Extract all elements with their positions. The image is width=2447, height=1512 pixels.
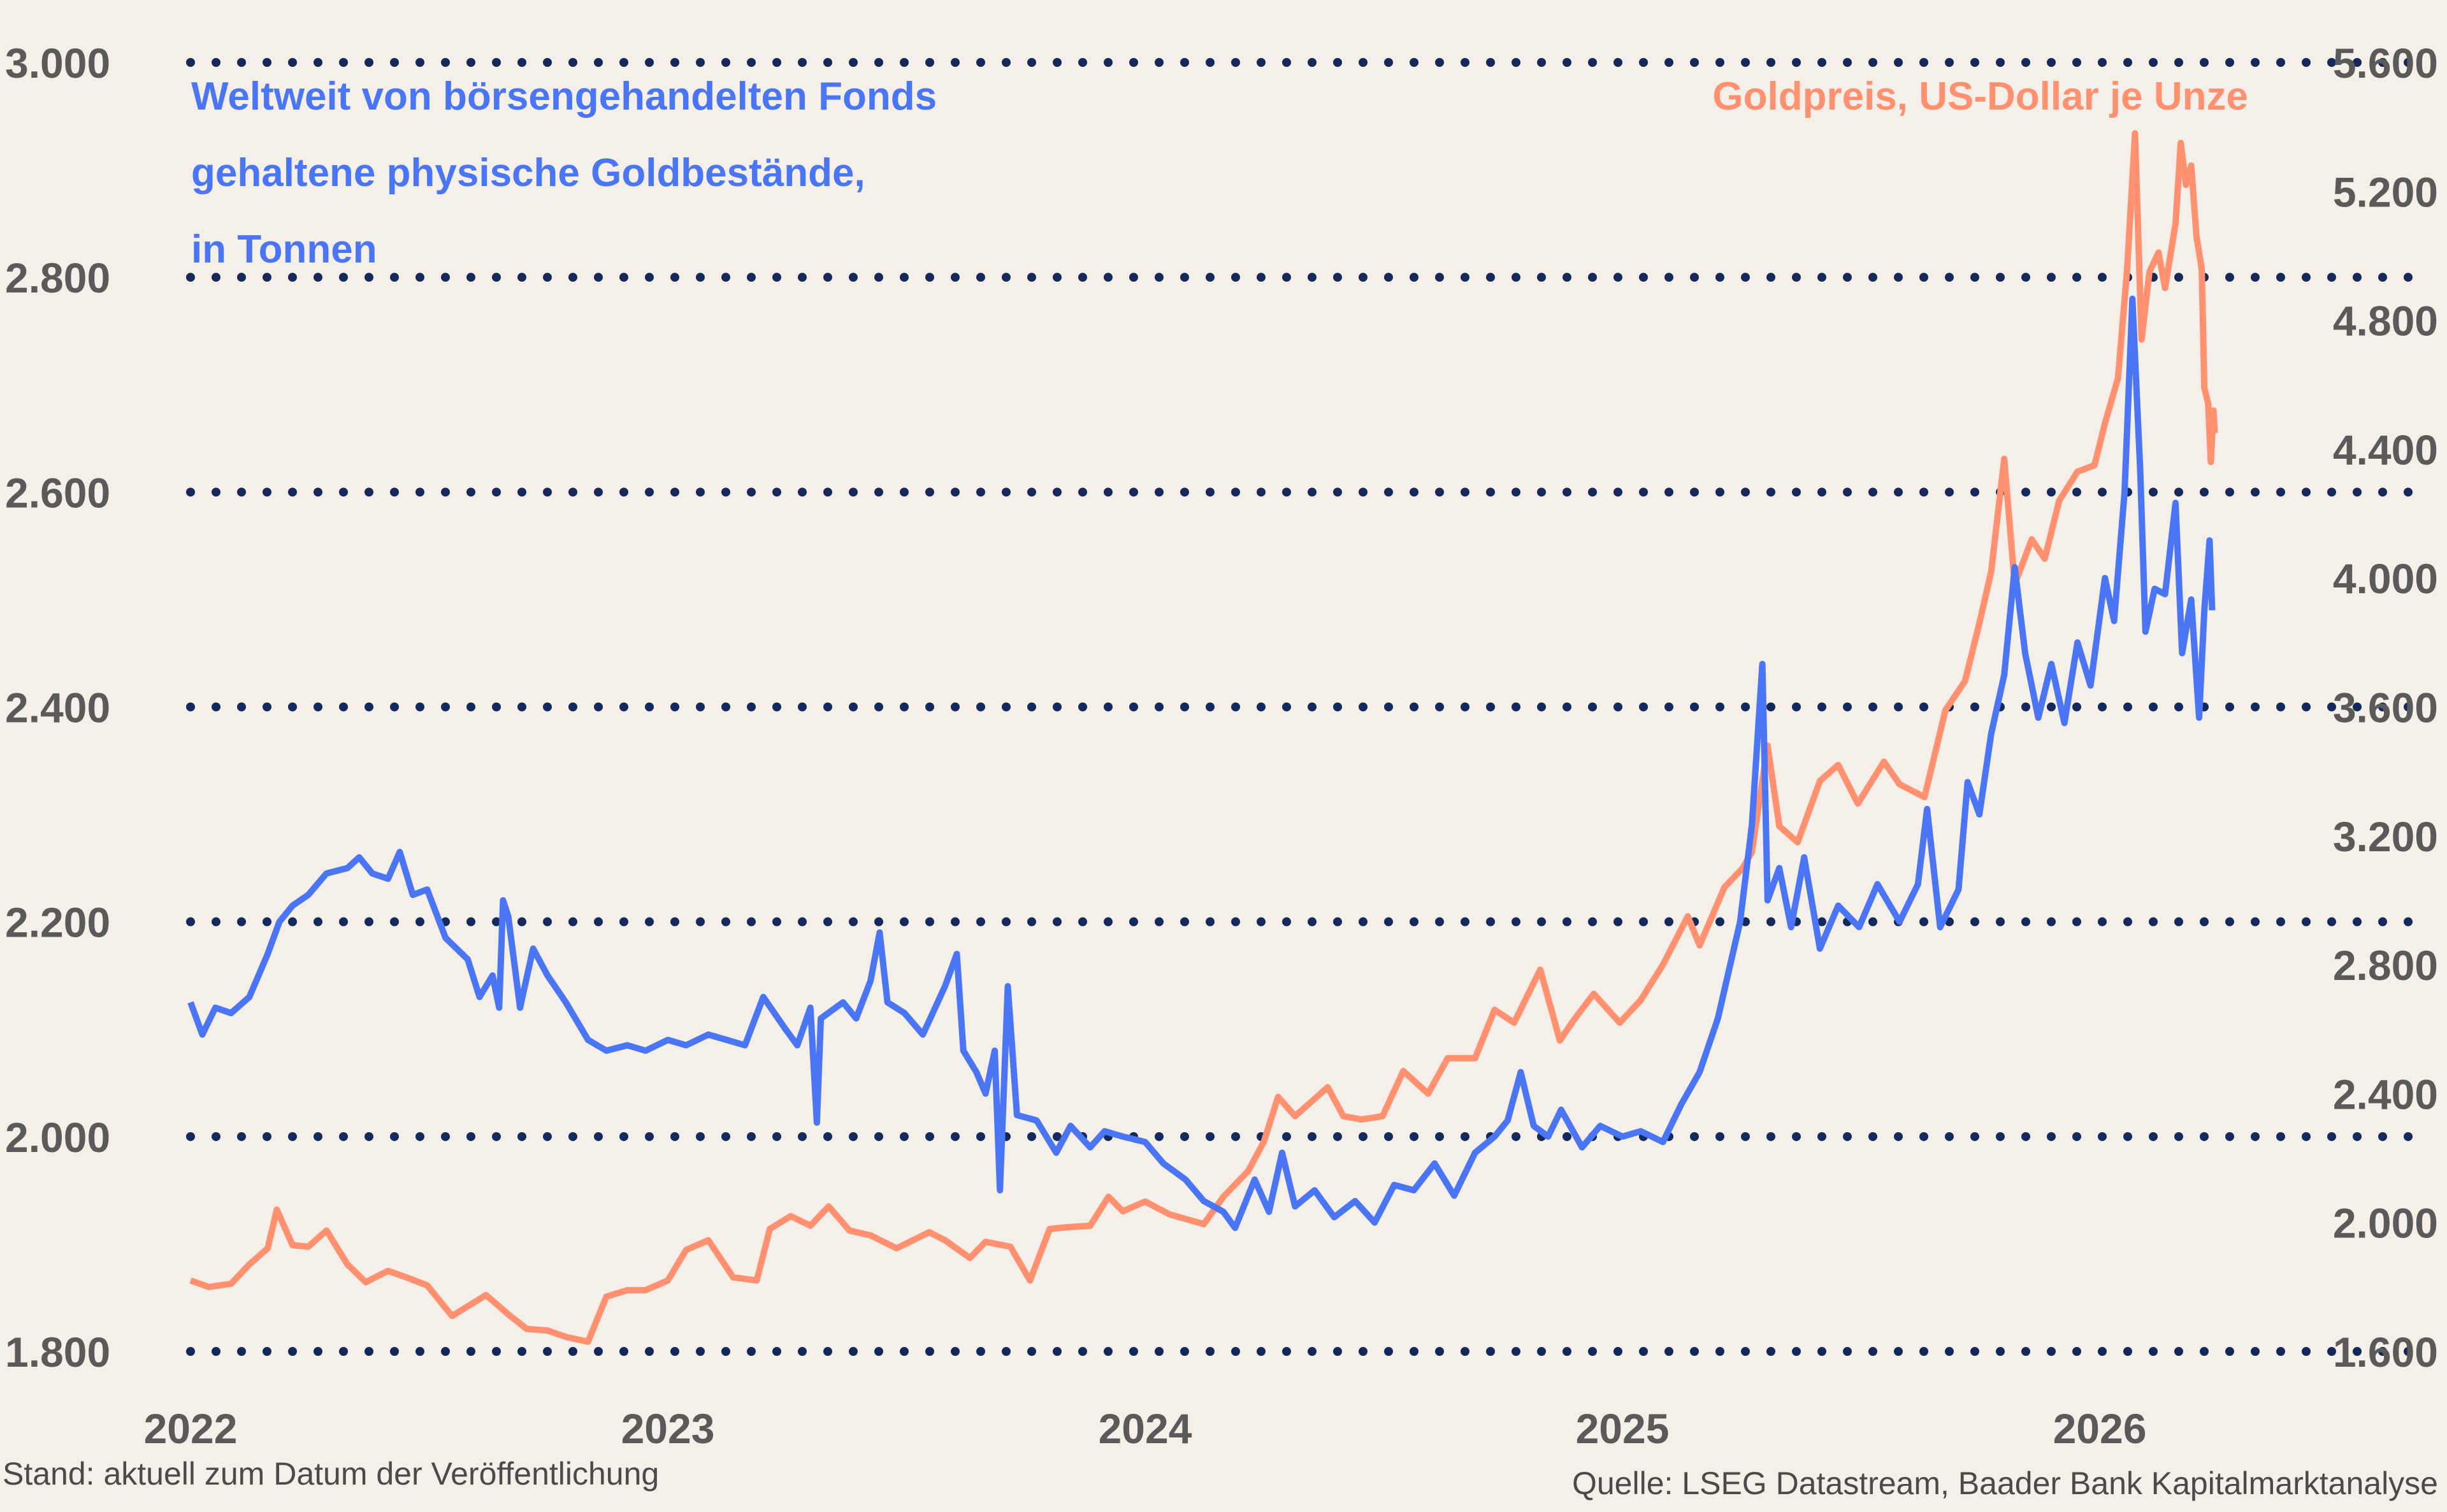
right-tick-label: 4.000 — [2333, 555, 2438, 602]
x-tick-label: 2025 — [1576, 1405, 1670, 1452]
footer-date-note: Stand: aktuell zum Datum der Veröffentli… — [3, 1456, 659, 1492]
left-tick-label: 2.400 — [5, 684, 110, 731]
left-axis-title-line-1: Weltweit von börsengehandelten Fonds — [191, 75, 937, 119]
right-tick-label: 5.600 — [2333, 40, 2438, 87]
series-lines — [187, 130, 2218, 1345]
left-axis-title-line-2: gehaltene physische Goldbestände, — [191, 151, 865, 195]
left-tick-label: 3.000 — [5, 40, 110, 87]
x-tick-label: 2026 — [2053, 1405, 2147, 1452]
right-axis-ticks: 5.600 5.200 4.800 4.400 4.000 3.600 3.200 2.800… — [2333, 40, 2438, 1376]
x-tick-label: 2023 — [621, 1405, 715, 1452]
right-tick-label: 3.200 — [2333, 813, 2438, 860]
footer-source: Quelle: LSEG Datastream, Baader Bank Kap… — [1572, 1465, 2438, 1501]
left-axis-ticks: 3.000 2.800 2.600 2.400 2.200 2.000 1.800 — [5, 40, 110, 1376]
right-tick-label: 4.400 — [2333, 426, 2438, 473]
x-tick-label: 2022 — [144, 1405, 238, 1452]
right-tick-label: 2.000 — [2333, 1200, 2438, 1247]
right-axis-title: Goldpreis, US-Dollar je Unze — [1712, 75, 2248, 119]
left-tick-label: 2.600 — [5, 469, 110, 516]
right-tick-label: 5.200 — [2333, 168, 2438, 215]
x-tick-label: 2024 — [1099, 1405, 1192, 1452]
right-tick-label: 2.400 — [2333, 1070, 2438, 1118]
gridlines — [186, 58, 2431, 1356]
left-tick-label: 1.800 — [5, 1328, 110, 1376]
right-tick-label: 2.800 — [2333, 942, 2438, 989]
left-tick-label: 2.200 — [5, 899, 110, 946]
x-axis-ticks: 2022 2023 2024 2025 2026 — [144, 1405, 2147, 1452]
right-tick-label: 1.600 — [2333, 1328, 2438, 1376]
right-tick-label: 4.800 — [2333, 298, 2438, 345]
etf-holdings-line — [187, 295, 2216, 1232]
right-tick-label: 3.600 — [2333, 684, 2438, 731]
left-tick-label: 2.000 — [5, 1114, 110, 1161]
gold-price-line — [189, 130, 2218, 1345]
left-tick-label: 2.800 — [5, 254, 110, 301]
left-axis-title-line-3: in Tonnen — [191, 227, 377, 271]
